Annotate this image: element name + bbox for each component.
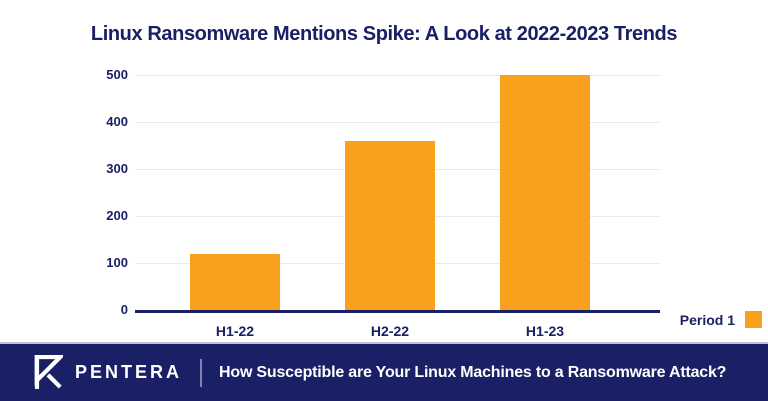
brand-wordmark: PENTERA (75, 362, 183, 382)
x-tick-label-H2-22: H2-22 (370, 323, 410, 339)
y-axis-labels: 0 100 200 300 400 500 (84, 67, 128, 317)
y-tick-label-100: 100 (106, 255, 128, 270)
bar-H1-23 (500, 75, 590, 310)
y-tick-label-500: 500 (106, 67, 128, 82)
pentera-logo-icon (33, 354, 66, 391)
gridline-500 (135, 75, 660, 76)
legend-label: Period 1 (679, 311, 735, 328)
footer-banner: PENTERA How Susceptible are Your Linux M… (0, 342, 768, 401)
footer-divider (200, 358, 203, 387)
gridline-400 (135, 122, 660, 123)
bar-H2-22 (345, 141, 435, 310)
x-tick-label-H1-22: H1-22 (215, 323, 255, 339)
y-tick-label-0: 0 (120, 302, 128, 317)
bar-H1-22 (190, 254, 280, 310)
legend-swatch (745, 311, 762, 328)
legend: Period 1 (680, 311, 762, 328)
y-tick-label-400: 400 (106, 114, 128, 129)
y-tick-label-200: 200 (106, 208, 128, 223)
chart-title: Linux Ransomware Mentions Spike: A Look … (90, 23, 678, 45)
y-tick-label-300: 300 (106, 161, 128, 176)
footer-tagline: How Susceptible are Your Linux Machines … (219, 363, 727, 381)
x-tick-label-H1-23: H1-23 (525, 323, 565, 339)
plot-area: H1-22 H2-22 H1-23 (135, 75, 660, 339)
